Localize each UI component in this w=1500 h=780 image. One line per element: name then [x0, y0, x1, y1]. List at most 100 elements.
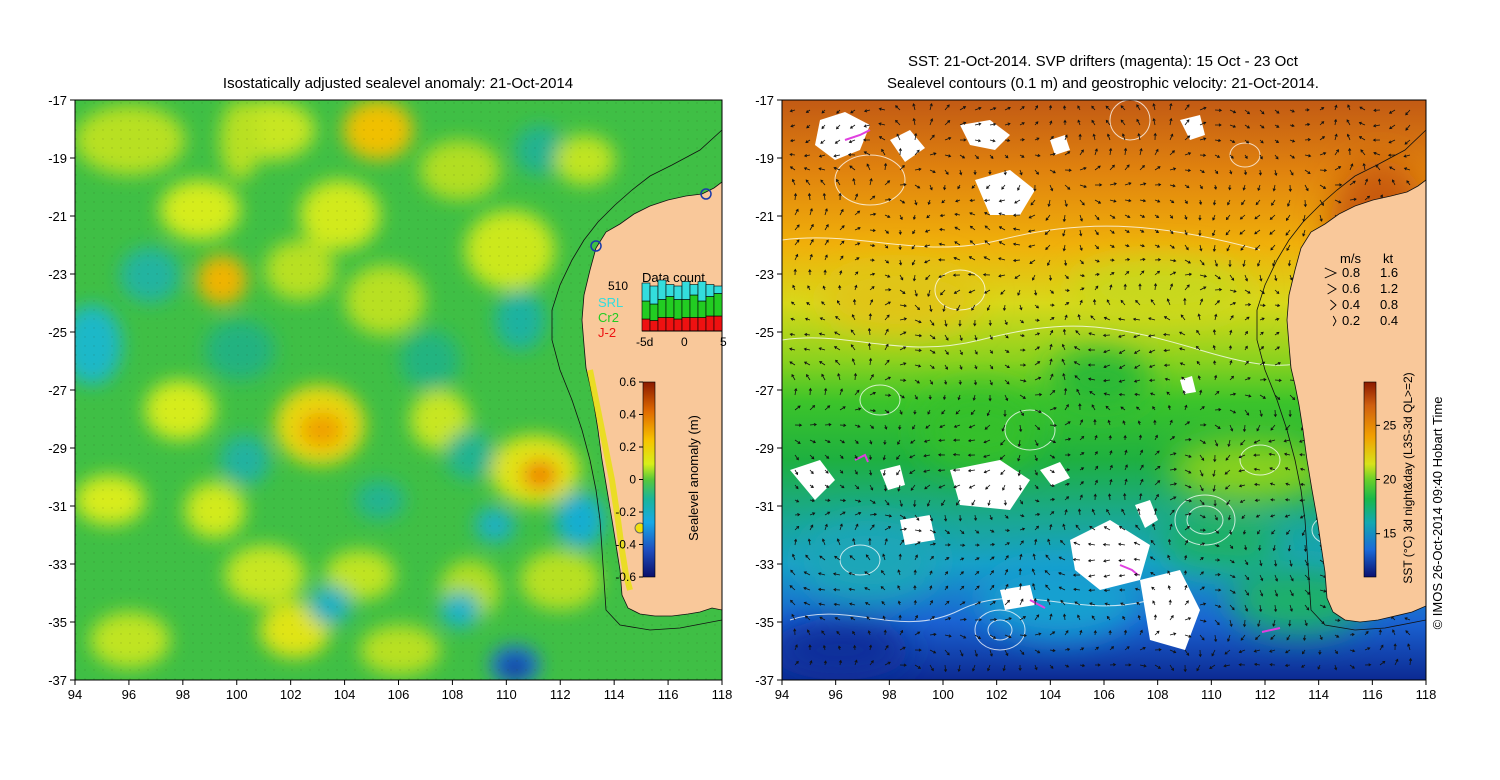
velocity-arrow — [1269, 229, 1276, 235]
velocity-arrow — [944, 649, 950, 656]
velocity-arrow — [1102, 333, 1111, 337]
velocity-arrow — [1018, 484, 1022, 491]
velocity-arrow — [1079, 452, 1085, 456]
velocity-arrow — [1349, 649, 1356, 653]
velocity-arrow — [988, 394, 992, 402]
velocity-arrow — [1149, 556, 1156, 561]
data-count-bar-j2 — [649, 320, 659, 332]
velocity-arrow — [1333, 118, 1338, 126]
velocity-arrow — [883, 439, 887, 446]
velocity-arrow — [1274, 362, 1282, 366]
velocity-arrow — [1244, 330, 1248, 336]
colorbar-tick-label: 15 — [1383, 527, 1397, 541]
velocity-arrow — [1169, 167, 1177, 171]
velocity-arrow — [1184, 214, 1188, 220]
velocity-arrow — [1049, 469, 1055, 473]
velocity-arrow — [1049, 135, 1054, 141]
colorbar-tick-label: 0.4 — [619, 408, 636, 422]
velocity-arrow — [938, 438, 946, 443]
velocity-arrow — [1259, 124, 1265, 129]
velocity-arrow — [821, 373, 826, 381]
velocity-arrow — [839, 439, 845, 444]
velocity-arrow — [929, 585, 933, 591]
velocity-arrow — [1109, 663, 1117, 667]
velocity-arrow — [924, 244, 931, 248]
velocity-arrow — [984, 289, 991, 294]
velocity-arrow — [1150, 299, 1156, 306]
velocity-arrow — [1012, 213, 1021, 217]
velocity-arrow — [882, 469, 886, 477]
velocity-arrow — [1034, 169, 1040, 175]
velocity-arrow — [1064, 496, 1070, 501]
velocity-arrow — [1120, 406, 1126, 411]
velocity-arrow — [1213, 499, 1217, 507]
velocity-arrow — [1180, 314, 1186, 321]
right_map-y-tick-label: -37 — [755, 673, 774, 688]
velocity-arrow — [912, 214, 916, 221]
velocity-arrow — [1118, 317, 1126, 321]
velocity-arrow — [984, 225, 991, 231]
velocity-arrow — [912, 274, 917, 282]
velocity-arrow — [1196, 329, 1201, 336]
left_map-x-tick-label: 100 — [226, 687, 248, 702]
velocity-arrow — [850, 109, 856, 114]
velocity-arrow — [836, 109, 841, 114]
data-count-bar-j2 — [689, 317, 699, 332]
velocity-arrow — [1388, 139, 1396, 144]
velocity-arrow — [1254, 482, 1261, 487]
velocity-arrow — [944, 104, 950, 111]
velocity-arrow — [929, 649, 937, 654]
velocity-arrow — [944, 543, 951, 547]
velocity-arrow — [1063, 387, 1068, 396]
velocity-arrow — [914, 167, 922, 171]
velocity-arrow — [1364, 195, 1371, 201]
velocity-arrow — [809, 223, 814, 231]
velocity-arrow — [989, 543, 996, 547]
velocity-arrow — [789, 332, 796, 337]
velocity-arrow — [971, 184, 976, 189]
velocity-arrow — [974, 570, 980, 576]
velocity-arrow — [957, 664, 961, 673]
velocity-arrow — [1259, 574, 1264, 582]
velocity-arrow — [899, 214, 903, 221]
velocity-arrow — [883, 629, 887, 636]
velocity-arrow — [1229, 274, 1235, 281]
velocity-arrow — [1139, 664, 1147, 668]
colorbar-tick-label: -0.4 — [615, 538, 636, 552]
velocity-arrow — [824, 208, 828, 216]
data-count-bars — [641, 279, 723, 332]
velocity-arrow — [1034, 614, 1040, 621]
velocity-arrow — [897, 600, 901, 606]
velocity-arrow — [959, 121, 967, 126]
velocity-arrow — [1124, 164, 1130, 171]
right_map-y-tick-label: -25 — [755, 325, 774, 340]
velocity-arrow — [869, 409, 877, 413]
velocity-arrow — [1242, 529, 1247, 535]
velocity-arrow — [1076, 388, 1081, 396]
velocity-arrow — [1214, 108, 1223, 112]
velocity-arrow — [1213, 454, 1217, 463]
velocity-arrow — [1319, 121, 1325, 126]
velocity-arrow — [1169, 436, 1176, 441]
velocity-arrow — [794, 208, 799, 216]
velocity-arrow — [851, 314, 856, 321]
velocity-arrow — [822, 285, 826, 291]
velocity-arrow — [1364, 178, 1369, 186]
velocity-arrow — [1018, 664, 1022, 672]
velocity-arrow — [1229, 392, 1237, 396]
velocity-arrow — [1154, 480, 1161, 486]
velocity-arrow — [1079, 214, 1083, 222]
velocity-arrow — [1118, 379, 1126, 383]
velocity-arrow — [1274, 303, 1281, 307]
velocity-arrow — [899, 499, 903, 507]
velocity-arrow — [1091, 404, 1096, 411]
right_map-y-tick-label: -17 — [755, 93, 774, 108]
velocity-arrow — [944, 585, 949, 591]
velocity-arrow — [1243, 169, 1248, 176]
velocity-arrow — [1273, 604, 1278, 613]
velocity-arrow — [1034, 105, 1038, 111]
velocity-arrow — [1094, 214, 1100, 221]
velocity-arrow — [959, 349, 963, 356]
velocity-arrow — [1274, 169, 1278, 177]
right_map-y-tick-label: -19 — [755, 151, 774, 166]
